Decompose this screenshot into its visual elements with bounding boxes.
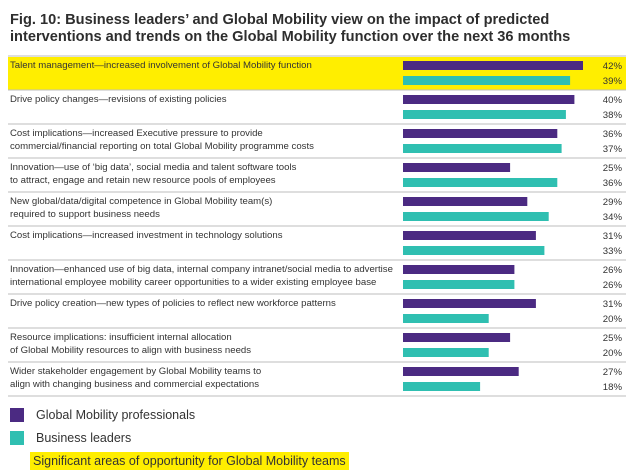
category-label: international employee mobility career o…	[10, 277, 376, 288]
category-label: to attract, engage and retain new resour…	[10, 175, 276, 186]
bar-0-7	[403, 299, 536, 308]
legend-label-business-leaders: Business leaders	[36, 431, 132, 445]
bar-0-0	[403, 61, 583, 70]
bar-1-7	[403, 314, 489, 323]
data-label: 37%	[603, 144, 623, 155]
data-label: 39%	[603, 76, 623, 87]
bar-0-8	[403, 333, 511, 342]
data-label: 18%	[603, 382, 623, 393]
category-label: commercial/financial reporting on total …	[10, 141, 314, 152]
bar-1-8	[403, 348, 489, 357]
category-label: Cost implications—increased Executive pr…	[10, 128, 263, 139]
bar-1-6	[403, 280, 515, 289]
data-label: 34%	[603, 212, 623, 223]
data-label: 20%	[603, 348, 623, 359]
data-label: 26%	[603, 280, 623, 291]
legend-item-global-mobility: Global Mobility professionals	[10, 405, 195, 425]
category-label: Resource implications: insufficient inte…	[10, 332, 232, 343]
legend-label-global-mobility: Global Mobility professionals	[36, 408, 196, 422]
data-label: 31%	[603, 231, 623, 242]
category-label: Innovation—enhanced use of big data, int…	[10, 264, 393, 275]
category-label: Cost implications—increased investment i…	[10, 230, 283, 241]
data-label: 29%	[603, 197, 623, 208]
data-label: 25%	[603, 333, 623, 344]
bar-0-3	[403, 163, 511, 172]
category-label: Talent management—increased involvement …	[10, 60, 312, 71]
data-label: 27%	[603, 367, 623, 378]
bar-chart: Talent management—increased involvement …	[8, 55, 626, 397]
bar-1-2	[403, 144, 562, 153]
category-label: of Global Mobility resources to align wi…	[10, 345, 251, 356]
bar-0-2	[403, 129, 558, 138]
data-label: 25%	[603, 163, 623, 174]
category-label: align with changing business and commerc…	[10, 379, 259, 390]
bar-0-9	[403, 367, 519, 376]
category-label: required to support business needs	[10, 209, 160, 220]
chart-title: Fig. 10: Business leaders’ and Global Mo…	[10, 12, 571, 45]
legend-swatch-global-mobility	[10, 408, 24, 422]
bar-1-1	[403, 110, 566, 119]
data-label: 42%	[603, 61, 623, 72]
data-label: 38%	[603, 110, 623, 121]
bar-0-6	[403, 265, 515, 274]
highlight-key-label: Significant areas of opportunity for Glo…	[30, 452, 349, 470]
data-label: 36%	[603, 178, 623, 189]
data-label: 26%	[603, 265, 623, 276]
data-label: 33%	[603, 246, 623, 257]
category-label: Wider stakeholder engagement by Global M…	[10, 366, 261, 377]
legend-swatch-business-leaders	[10, 431, 24, 445]
bar-1-5	[403, 246, 545, 255]
data-label: 31%	[603, 299, 623, 310]
category-label: New global/data/digital competence in Gl…	[10, 196, 272, 207]
category-label: Innovation—use of ‘big data’, social med…	[10, 162, 297, 173]
category-label: Drive policy changes—revisions of existi…	[10, 94, 227, 105]
data-label: 36%	[603, 129, 623, 140]
bar-0-4	[403, 197, 528, 206]
data-label: 40%	[603, 95, 623, 106]
category-label: Drive policy creation—new types of polic…	[10, 298, 336, 309]
bar-1-9	[403, 382, 481, 391]
bar-1-0	[403, 76, 571, 85]
bar-1-4	[403, 212, 549, 221]
bar-0-5	[403, 231, 536, 240]
bar-1-3	[403, 178, 558, 187]
bar-0-1	[403, 95, 575, 104]
legend-item-business-leaders: Business leaders	[10, 428, 131, 448]
data-label: 20%	[603, 314, 623, 325]
